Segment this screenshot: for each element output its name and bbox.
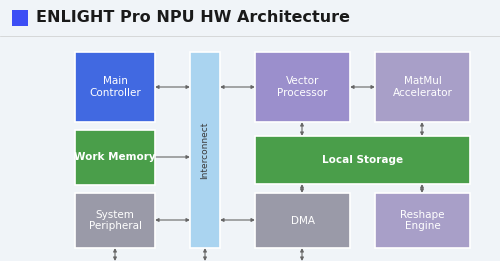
FancyBboxPatch shape	[255, 136, 470, 184]
Bar	[12, 10, 28, 26]
Text: DMA: DMA	[290, 216, 314, 226]
Text: ENLIGHT Pro NPU HW Architecture: ENLIGHT Pro NPU HW Architecture	[36, 10, 350, 26]
Text: Interconnect: Interconnect	[200, 121, 209, 179]
FancyBboxPatch shape	[190, 52, 220, 248]
Text: Work Memory: Work Memory	[74, 152, 156, 163]
Text: Vector
Processor: Vector Processor	[277, 76, 328, 98]
FancyBboxPatch shape	[75, 193, 155, 248]
Text: Reshape
Engine: Reshape Engine	[400, 210, 445, 231]
FancyBboxPatch shape	[375, 52, 470, 122]
Text: Main
Controller: Main Controller	[89, 76, 141, 98]
FancyBboxPatch shape	[255, 52, 350, 122]
Text: System
Peripheral: System Peripheral	[88, 210, 142, 231]
Text: MatMul
Accelerator: MatMul Accelerator	[392, 76, 452, 98]
FancyBboxPatch shape	[375, 193, 470, 248]
FancyBboxPatch shape	[75, 52, 155, 122]
FancyBboxPatch shape	[255, 193, 350, 248]
Text: Local Storage: Local Storage	[322, 155, 403, 165]
FancyBboxPatch shape	[75, 130, 155, 185]
